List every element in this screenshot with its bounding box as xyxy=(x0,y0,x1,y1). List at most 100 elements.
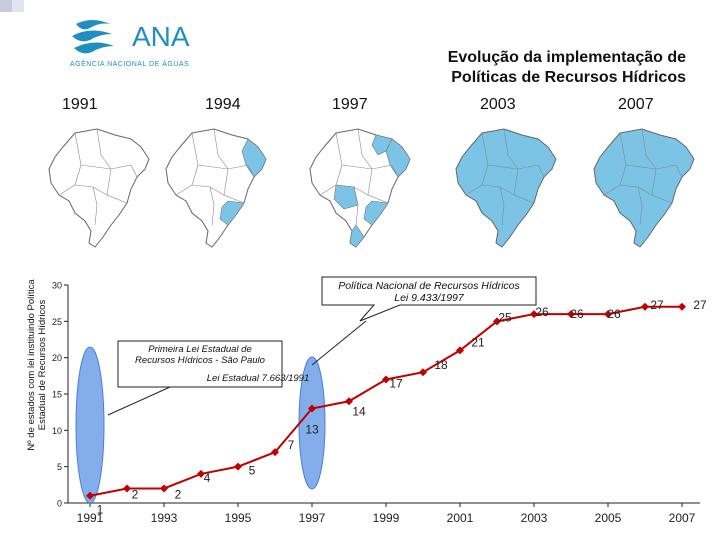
state-border xyxy=(130,164,138,178)
y-tick-label: 20 xyxy=(52,353,62,363)
data-label: 25 xyxy=(498,310,512,324)
state-region-ne xyxy=(241,138,267,178)
y-axis-label-line-2: Estadual de Recursos Hídricos xyxy=(37,300,48,431)
ana-logo: ANA AGÊNCIA NACIONAL DE ÁGUAS xyxy=(70,14,230,70)
data-label: 26 xyxy=(535,305,549,319)
brazil-map-1997 xyxy=(306,125,416,253)
x-tick-label: 2007 xyxy=(669,511,696,525)
year-label-1991: 1991 xyxy=(62,96,98,113)
data-point xyxy=(123,484,131,493)
state-region-ne2 xyxy=(371,134,393,156)
x-tick-label: 1991 xyxy=(77,511,104,525)
data-point xyxy=(419,368,427,377)
title-line-2: Políticas de Recursos Hídricos xyxy=(451,69,686,86)
data-point xyxy=(197,469,205,478)
x-tick-label: 2003 xyxy=(521,511,548,525)
data-label: 7 xyxy=(288,438,295,452)
data-label: 18 xyxy=(434,358,448,372)
y-tick-label: 0 xyxy=(57,499,62,509)
data-point xyxy=(604,310,612,319)
x-tick-label: 2005 xyxy=(595,511,622,525)
state-border xyxy=(465,184,483,196)
x-tick-label: 1993 xyxy=(151,511,178,525)
data-label: 2 xyxy=(175,487,182,501)
data-label: 27 xyxy=(650,298,664,312)
brazil-map-1994 xyxy=(162,125,272,253)
data-point xyxy=(234,462,242,471)
state-border xyxy=(499,186,505,226)
data-label: 2 xyxy=(132,487,139,501)
state-border xyxy=(209,186,215,226)
state-border xyxy=(213,128,229,170)
brazil-map-1991 xyxy=(45,125,155,253)
state-border xyxy=(675,164,683,178)
callout-pointer-sp xyxy=(107,386,171,416)
y-axis-label-line-1: Nº de estados com lei instituindo Políti… xyxy=(26,279,37,451)
y-tick-label: 15 xyxy=(52,390,62,400)
state-region-s xyxy=(349,224,365,248)
data-point xyxy=(382,375,390,384)
y-tick-label: 5 xyxy=(57,462,62,472)
state-border xyxy=(637,186,643,226)
data-label: 4 xyxy=(204,471,211,485)
data-point xyxy=(641,302,649,311)
data-point xyxy=(678,302,686,311)
series-line xyxy=(89,305,682,497)
data-label: 26 xyxy=(607,307,621,321)
state-border xyxy=(503,128,519,170)
data-point xyxy=(345,397,353,406)
state-border xyxy=(603,184,621,196)
state-border xyxy=(357,128,373,170)
data-point xyxy=(456,346,464,355)
data-label: 26 xyxy=(570,307,584,321)
data-label: 13 xyxy=(305,423,319,437)
callout-sp-line-1: Primeira Lei Estadual de xyxy=(148,344,252,355)
state-border xyxy=(92,186,98,226)
logo-subtitle: AGÊNCIA NACIONAL DE ÁGUAS xyxy=(70,59,189,68)
y-tick-label: 25 xyxy=(52,317,62,327)
data-point xyxy=(86,491,94,500)
callout-sp-line-2: Recursos Hídricos - São Paulo xyxy=(135,355,265,366)
year-label-1997: 1997 xyxy=(332,96,368,113)
year-label-2003: 2003 xyxy=(480,96,516,113)
state-border xyxy=(537,164,545,178)
corner-square xyxy=(0,0,12,12)
data-point xyxy=(308,404,316,413)
corner-square-2 xyxy=(12,0,24,12)
state-region-ne xyxy=(385,138,411,178)
x-tick-label: 1995 xyxy=(225,511,252,525)
data-label: 5 xyxy=(249,464,256,478)
state-border xyxy=(175,184,193,196)
callout-nacional-line-1: Política Nacional de Recursos Hídricos xyxy=(338,280,520,292)
x-tick-label: 2001 xyxy=(447,511,474,525)
y-axis-label: Nº de estados com lei instituindo Políti… xyxy=(2,255,62,475)
wave-icon xyxy=(72,20,114,54)
callout-pointer-nacional xyxy=(311,320,367,366)
year-label-1994: 1994 xyxy=(205,96,241,113)
data-label: 21 xyxy=(471,335,485,349)
y-tick-label: 30 xyxy=(52,281,62,291)
y-tick-label: 10 xyxy=(52,426,62,436)
data-point xyxy=(530,310,538,319)
state-border xyxy=(353,186,359,226)
brazil-outline xyxy=(593,128,695,248)
page-title: Evolução da implementação de Políticas d… xyxy=(326,48,686,88)
year-label-2007: 2007 xyxy=(618,96,654,113)
data-point xyxy=(271,448,279,457)
data-label: 1 xyxy=(97,503,104,517)
title-line-1: Evolução da implementação de xyxy=(447,49,686,66)
callout-box-nacional xyxy=(321,276,537,322)
header-bar xyxy=(0,0,720,12)
data-label: 27 xyxy=(693,298,707,312)
state-border xyxy=(58,184,76,196)
brazil-map-2007 xyxy=(590,125,700,253)
brazil-outline xyxy=(48,128,150,248)
state-border xyxy=(96,128,112,170)
callout-nacional-line-2: Lei 9.433/1997 xyxy=(394,292,465,304)
x-tick-label: 1997 xyxy=(299,511,326,525)
data-point xyxy=(567,310,575,319)
data-label: 17 xyxy=(389,376,403,390)
callout-box-sp xyxy=(117,340,283,388)
logo-name: ANA xyxy=(132,21,190,52)
